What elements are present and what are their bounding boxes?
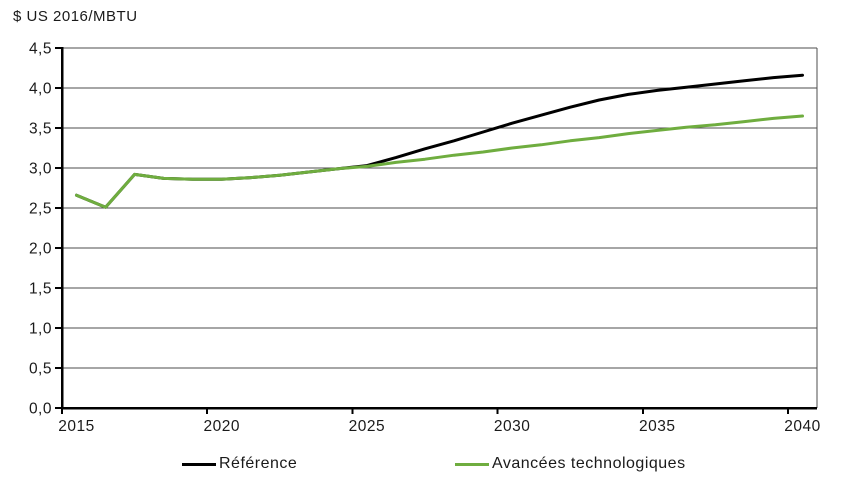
chart-plot-area: 0,0 0,5 1,0 1,5 2,0 2,5 3,0 3,5 4,0 4,5 2015 2020 20… — [29, 41, 820, 436]
series-line-r-f-rence — [75, 73, 804, 209]
chart-legend: Référence Avancées technologiques — [0, 455, 846, 479]
y-tick-label: 2,5 — [29, 201, 52, 218]
x-tick-label: 2025 — [349, 418, 385, 435]
legend-label-avancees-technologiques: Avancées technologiques — [492, 455, 686, 472]
y-axis-unit-label: $ US 2016/MBTU — [13, 8, 138, 25]
legend-item-avancees-technologiques: Avancées technologiques — [455, 455, 686, 473]
y-tick-label: 4,0 — [29, 81, 52, 98]
legend-item-reference: Référence — [182, 455, 297, 473]
x-tick-label: 2040 — [784, 418, 820, 435]
y-tick-label: 3,5 — [29, 121, 52, 138]
y-tick-label: 0,0 — [29, 401, 52, 418]
legend-label-reference: Référence — [219, 455, 298, 472]
y-tick-label: 2,0 — [29, 241, 52, 258]
x-tick-label: 2015 — [58, 418, 94, 435]
avancees-technologiques-line-swatch — [455, 462, 489, 466]
y-tick-label: 0,5 — [29, 361, 52, 378]
y-tick-label: 1,0 — [29, 321, 52, 338]
x-tick-label: 2035 — [639, 418, 675, 435]
y-tick-label: 3,0 — [29, 161, 52, 178]
x-tick-label: 2020 — [203, 418, 239, 435]
y-tick-label: 4,5 — [29, 41, 52, 58]
y-tick-label: 1,5 — [29, 281, 52, 298]
reference-line-swatch — [182, 462, 216, 466]
series-line-avanc-es-technologiques — [75, 114, 804, 209]
x-tick-label: 2030 — [494, 418, 530, 435]
